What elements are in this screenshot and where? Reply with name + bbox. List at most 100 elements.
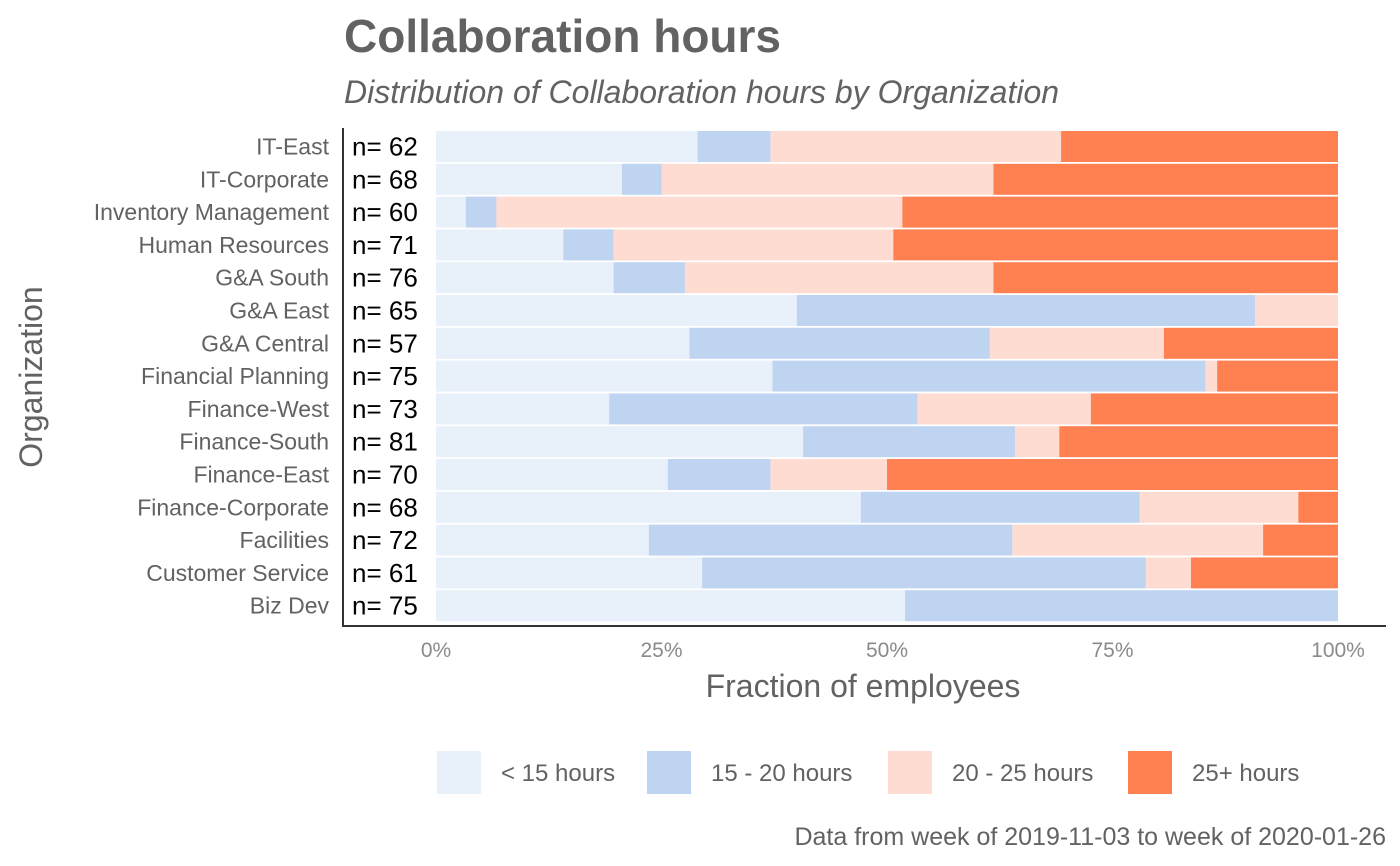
bar-segment-9-1 — [803, 426, 1016, 458]
count-label: n= 70 — [352, 460, 418, 490]
bar-segment-12-2 — [1012, 524, 1264, 556]
legend-swatch-1 — [647, 751, 691, 794]
count-label: n= 81 — [352, 427, 418, 457]
bar-segment-2-0 — [436, 196, 466, 228]
x-tick-label: 50% — [866, 639, 908, 662]
bar-segment-1-3 — [993, 163, 1338, 195]
bar-segment-4-3 — [993, 262, 1338, 294]
x-tick-label: 0% — [421, 639, 451, 662]
count-label: n= 71 — [352, 230, 418, 260]
x-tick-label: 25% — [640, 639, 682, 662]
bar-segment-13-3 — [1190, 557, 1338, 589]
bar-segment-13-1 — [702, 557, 1146, 589]
chart-title: Collaboration hours — [344, 10, 781, 62]
count-label: n= 60 — [352, 197, 418, 227]
bar-segment-11-0 — [436, 491, 861, 523]
y-axis-title: Organization — [13, 286, 49, 467]
category-label: Inventory Management — [94, 199, 330, 225]
bar-segment-9-0 — [436, 426, 804, 458]
bar-segment-10-0 — [436, 459, 668, 490]
x-axis-ticks: 0% 25% 50% 75% 100% — [421, 639, 1365, 662]
bar-segment-11-2 — [1139, 491, 1299, 523]
x-tick-label: 100% — [1311, 639, 1365, 662]
bar-segment-1-1 — [621, 163, 662, 195]
count-label: n= 75 — [352, 361, 418, 391]
category-label: G&A Central — [201, 330, 329, 356]
bars-group — [436, 131, 1338, 622]
legend-label-0: < 15 hours — [501, 760, 615, 787]
count-label: n= 57 — [352, 328, 418, 358]
bar-segment-3-1 — [563, 229, 614, 261]
category-label: Facilities — [240, 527, 329, 553]
count-labels: n= 62n= 68n= 60n= 71n= 76n= 65n= 57n= 75… — [352, 132, 418, 621]
bar-segment-11-1 — [860, 491, 1140, 523]
bar-segment-14-1 — [905, 590, 1338, 622]
x-tick-label: 75% — [1091, 639, 1133, 662]
category-label: Finance-South — [179, 429, 329, 455]
legend-swatch-0 — [437, 751, 481, 794]
bar-segment-1-0 — [436, 163, 622, 195]
bar-segment-8-0 — [436, 393, 610, 425]
bar-segment-7-1 — [772, 360, 1206, 392]
legend-swatch-3 — [1128, 751, 1172, 794]
category-label: Finance-East — [193, 462, 329, 488]
count-label: n= 62 — [352, 132, 418, 162]
bar-segment-6-0 — [436, 327, 690, 359]
category-labels: IT-East IT-Corporate Inventory Management H… — [94, 134, 330, 619]
bar-segment-3-2 — [613, 229, 894, 261]
bar-segment-3-3 — [893, 229, 1338, 261]
bar-segment-6-1 — [689, 327, 990, 359]
bar-segment-3-0 — [436, 229, 564, 261]
bar-segment-5-1 — [796, 295, 1256, 326]
count-label: n= 65 — [352, 296, 418, 326]
category-label: Finance-West — [188, 396, 330, 422]
bar-segment-2-2 — [496, 196, 903, 228]
category-label: Financial Planning — [141, 363, 329, 389]
category-label: IT-Corporate — [200, 166, 329, 192]
bar-segment-8-1 — [609, 393, 918, 425]
legend-label-2: 20 - 25 hours — [952, 760, 1093, 787]
category-label: IT-East — [256, 134, 329, 160]
bar-segment-11-3 — [1298, 491, 1338, 523]
bar-segment-6-3 — [1163, 327, 1338, 359]
bar-segment-2-1 — [465, 196, 497, 228]
category-label: G&A South — [215, 265, 329, 291]
category-label: Biz Dev — [250, 593, 330, 619]
category-label: Customer Service — [146, 560, 329, 586]
bar-segment-14-0 — [436, 590, 906, 622]
chart-subtitle: Distribution of Collaboration hours by O… — [344, 74, 1059, 110]
legend: < 15 hours 15 - 20 hours 20 - 25 hours 25+ … — [437, 751, 1299, 794]
bar-segment-5-2 — [1255, 295, 1338, 326]
count-label: n= 72 — [352, 525, 418, 555]
bar-segment-13-2 — [1145, 557, 1191, 589]
count-label: n= 76 — [352, 263, 418, 293]
bar-segment-5-0 — [436, 295, 797, 326]
bar-segment-4-1 — [613, 262, 685, 294]
bar-segment-8-3 — [1090, 393, 1338, 425]
bar-segment-4-2 — [684, 262, 994, 294]
bar-segment-4-0 — [436, 262, 614, 294]
bar-segment-7-3 — [1217, 360, 1338, 392]
category-label: Human Resources — [139, 232, 329, 258]
bar-segment-12-0 — [436, 524, 649, 556]
bar-segment-10-3 — [887, 459, 1338, 490]
bar-segment-10-1 — [667, 459, 771, 490]
x-axis-title: Fraction of employees — [706, 668, 1021, 704]
bar-segment-0-1 — [697, 131, 771, 162]
count-label: n= 68 — [352, 164, 418, 194]
bar-segment-10-2 — [770, 459, 887, 490]
legend-swatch-2 — [888, 751, 932, 794]
bar-segment-12-1 — [648, 524, 1013, 556]
bar-segment-0-0 — [436, 131, 698, 162]
category-label: G&A East — [229, 298, 329, 324]
bar-segment-8-2 — [917, 393, 1091, 425]
bar-segment-7-0 — [436, 360, 773, 392]
bar-segment-9-2 — [1015, 426, 1060, 458]
bar-segment-0-2 — [770, 131, 1062, 162]
bar-segment-1-2 — [661, 163, 994, 195]
category-label: Finance-Corporate — [137, 494, 329, 520]
count-label: n= 75 — [352, 591, 418, 621]
count-label: n= 61 — [352, 558, 418, 588]
bar-segment-2-3 — [902, 196, 1338, 228]
legend-label-3: 25+ hours — [1192, 760, 1299, 787]
